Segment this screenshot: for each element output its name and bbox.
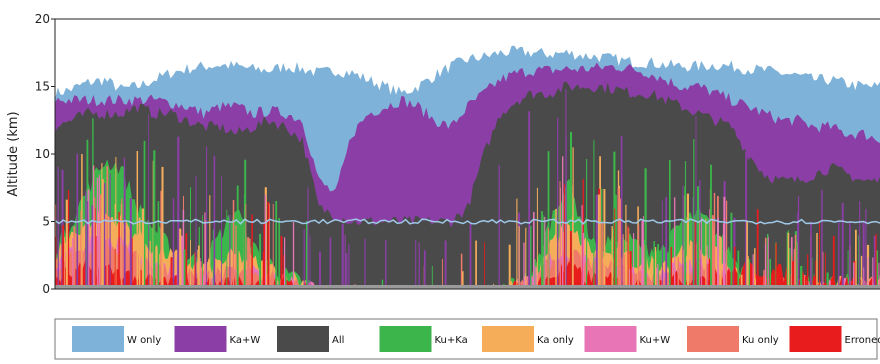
legend: W only Ka+W All Ku+Ka Ka only Ku+W Ku only Erro… [72, 326, 880, 352]
legend-label-w-only: W only [127, 335, 161, 346]
series-area-ku-ka [55, 159, 880, 289]
legend-swatch-ka-w [174, 326, 227, 352]
y-axis-label: Altitude (km) [6, 111, 21, 196]
legend-label-ka-only: Ka only [537, 335, 574, 346]
series-area-erroneous [55, 260, 880, 289]
legend-label-ku-w: Ku+W [640, 335, 671, 346]
legend-label-ku-only: Ku only [742, 335, 779, 346]
legend-swatch-erroneous [789, 326, 842, 352]
legend-label-erroneous: Erroneous [845, 335, 880, 346]
y-tick-label: 20 [35, 12, 50, 26]
legend-label-ku-ka: Ku+Ka [435, 335, 468, 346]
y-tick-label: 10 [35, 147, 50, 161]
legend-swatch-all [277, 326, 329, 352]
y-ticks: 0 5 10 15 20 [35, 12, 55, 296]
legend-swatch-ku-w [584, 326, 637, 352]
legend-label-ka-w: Ka+W [230, 335, 261, 346]
spikes-layer [55, 89, 880, 289]
y-tick-label: 0 [42, 282, 50, 296]
ground-strip [55, 285, 880, 289]
legend-swatch-ka-only [482, 326, 534, 352]
y-tick-label: 5 [42, 215, 50, 229]
legend-swatch-w-only [72, 326, 124, 352]
legend-swatch-ku-only [687, 326, 739, 352]
y-tick-label: 15 [35, 80, 50, 94]
legend-label-all: All [332, 335, 344, 346]
legend-swatch-ku-ka [379, 326, 432, 352]
melting-level-line [55, 218, 880, 225]
series-layer [55, 45, 880, 289]
